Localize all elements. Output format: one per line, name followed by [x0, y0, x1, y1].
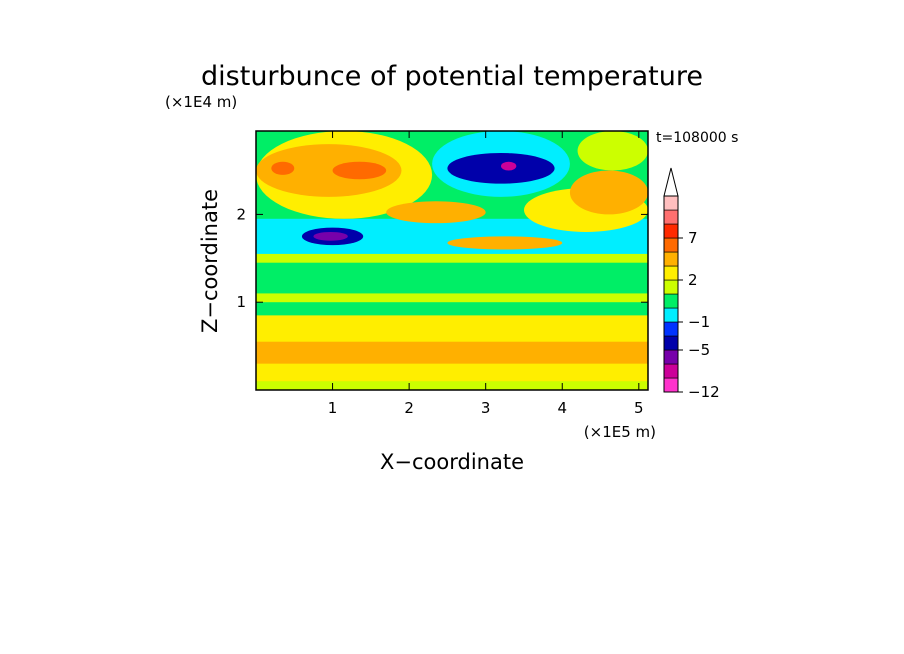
colorbar: 7 2 −1 −5 −12 — [663, 167, 720, 401]
x-tick-label: 5 — [634, 399, 644, 417]
field-region — [256, 267, 648, 316]
colorbar-tick-label: −5 — [688, 341, 710, 359]
field-region — [447, 152, 555, 184]
y-tick-label: 2 — [236, 205, 246, 223]
field-region — [386, 201, 486, 224]
field-region — [569, 170, 648, 215]
colorbar-swatch — [663, 237, 679, 253]
x-unit-label: (×1E5 m) — [584, 423, 656, 441]
colorbar-swatch — [663, 307, 679, 323]
colorbar-extend-arrow — [663, 167, 679, 197]
field-region — [577, 131, 648, 171]
field-region — [271, 161, 295, 175]
field-region — [313, 231, 348, 241]
plot-frame — [255, 130, 649, 391]
y-unit-label: (×1E4 m) — [165, 93, 237, 111]
y-axis: 12 — [236, 205, 648, 311]
x-axis: 1 2 3 4 5 — [328, 131, 644, 417]
colorbar-swatch — [663, 363, 679, 379]
colorbar-tick-label: −12 — [688, 383, 720, 401]
field-region — [332, 161, 387, 180]
colorbar-swatch — [663, 265, 679, 281]
colorbar-swatch — [663, 209, 679, 225]
x-tick-label: 2 — [404, 399, 414, 417]
colorbar-tick-label: −1 — [688, 313, 710, 331]
colorbar-swatch — [663, 349, 679, 365]
colorbar-swatch — [663, 321, 679, 337]
colorbar-swatch — [663, 279, 679, 295]
field-region — [256, 379, 648, 390]
chart-title: disturbunce of potential temperature — [201, 61, 703, 92]
y-tick-label: 1 — [236, 293, 246, 311]
x-tick-label: 1 — [328, 399, 338, 417]
contour-field — [256, 131, 648, 390]
colorbar-swatch — [663, 195, 679, 211]
x-axis-label: X−coordinate — [380, 450, 524, 474]
colorbar-tick-label: 7 — [688, 229, 698, 247]
colorbar-swatch — [663, 293, 679, 309]
field-region — [501, 161, 517, 171]
colorbar-swatch — [663, 251, 679, 267]
field-region — [256, 293, 648, 303]
y-axis-label: Z−coordinate — [198, 189, 222, 333]
colorbar-swatch — [663, 377, 679, 393]
colorbar-frame — [663, 195, 679, 393]
x-tick-label: 4 — [557, 399, 567, 417]
time-label: t=108000 s — [656, 130, 738, 146]
field-region — [256, 144, 402, 197]
colorbar-swatch — [663, 335, 679, 351]
field-region — [447, 236, 563, 250]
field-region — [256, 341, 648, 364]
x-tick-label: 3 — [481, 399, 491, 417]
colorbar-tick-label: 2 — [688, 271, 698, 289]
colorbar-swatch — [663, 223, 679, 239]
